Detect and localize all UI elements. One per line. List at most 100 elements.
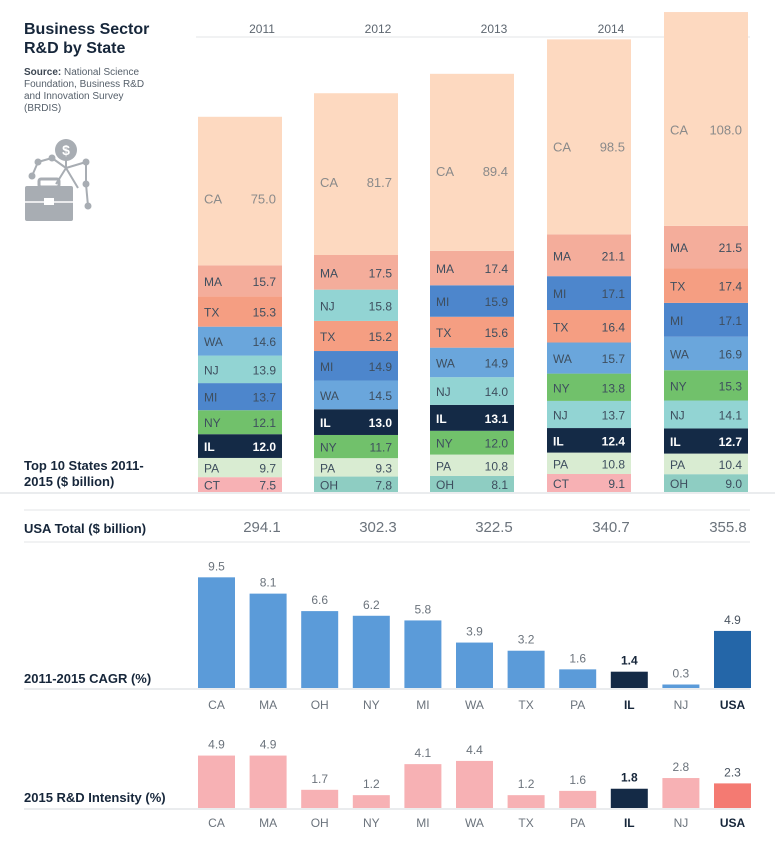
- segment-value-label-2012-IL: 13.0: [369, 416, 393, 430]
- cagr-bar-NJ: [662, 684, 700, 688]
- usa-total-2014: 340.7: [592, 519, 630, 536]
- stack-segment-2014-MA: [547, 234, 631, 277]
- stack-segment-2012-WA: [314, 380, 398, 410]
- stack-segment-2015-MA: [664, 225, 748, 269]
- cagr-value-IL: 1.4: [621, 654, 638, 668]
- segment-value-label-2011-CA: 75.0: [251, 191, 276, 206]
- cagr-category-OH: OH: [311, 698, 329, 712]
- segment-state-label-2012-OH: OH: [320, 478, 338, 492]
- cagr-bar-chart: 9.5 CA 8.1 MA 6.6 OH 6.2 NY 5.8 MI 3.9 WA 3.2 TX 1.6 PA…: [24, 559, 751, 712]
- segment-state-label-2012-PA: PA: [320, 461, 335, 475]
- briefcase-network-dollar-icon: $: [25, 139, 92, 221]
- intensity-value-PA: 1.6: [569, 773, 586, 787]
- stack-segment-2011-MI: [198, 383, 282, 411]
- segment-state-label-2015-MA: MA: [670, 241, 688, 255]
- segment-state-label-2015-OH: OH: [670, 477, 688, 491]
- segment-state-label-2014-NJ: NJ: [553, 408, 568, 422]
- segment-value-label-2014-CT: 9.1: [608, 477, 625, 491]
- intensity-bar-chart: 4.9 CA 4.9 MA 1.7 OH 1.2 NY 4.1 MI 4.4 WA 1.2 TX 1.6 PA…: [24, 738, 751, 830]
- title-line-2: R&D by State: [24, 40, 126, 57]
- intensity-bar-PA: [559, 790, 597, 808]
- usa-total-2011: 294.1: [243, 519, 281, 536]
- segment-state-label-2015-PA: PA: [670, 458, 685, 472]
- cagr-chart-title: 2011-2015 CAGR (%): [24, 671, 152, 686]
- segment-state-label-2013-NY: NY: [436, 437, 453, 451]
- segment-value-label-2014-NY: 13.8: [602, 381, 626, 395]
- segment-value-label-2014-MI: 17.1: [602, 287, 626, 301]
- segment-value-label-2012-WA: 14.5: [369, 389, 393, 403]
- segment-value-label-2012-CA: 81.7: [367, 175, 392, 190]
- cagr-bar-WA: [456, 642, 493, 688]
- segment-value-label-2014-MA: 21.1: [602, 249, 626, 263]
- stack-segment-2014-IL: [547, 428, 631, 453]
- cagr-value-CA: 9.5: [208, 559, 225, 573]
- segment-value-label-2012-MI: 14.9: [369, 360, 393, 374]
- segment-state-label-2011-NJ: NJ: [204, 363, 219, 377]
- segment-value-label-2013-MI: 15.9: [485, 295, 509, 309]
- intensity-category-NJ: NJ: [674, 816, 689, 830]
- segment-state-label-2012-TX: TX: [320, 330, 335, 344]
- segment-state-label-2013-WA: WA: [436, 356, 455, 370]
- stack-segment-2015-TX: [664, 268, 748, 303]
- source-note: Source: National Science Foundation, Bus…: [24, 67, 154, 115]
- segment-value-label-2014-TX: 16.4: [602, 320, 626, 334]
- stack-segment-2015-OH: [664, 474, 748, 492]
- stack-segment-2011-IL: [198, 434, 282, 458]
- intensity-value-WA: 4.4: [466, 743, 483, 757]
- intensity-category-TX: TX: [518, 816, 533, 830]
- cagr-value-NY: 6.2: [363, 598, 380, 612]
- stack-segment-2015-CA: [664, 12, 748, 226]
- intensity-category-IL: IL: [624, 816, 635, 830]
- segment-state-label-2012-CA: CA: [320, 175, 338, 190]
- stack-segment-2014-CA: [547, 39, 631, 235]
- cagr-category-MI: MI: [416, 698, 429, 712]
- intensity-bar-TX: [507, 795, 545, 808]
- stack-segment-2014-TX: [547, 310, 631, 343]
- cagr-bar-MI: [404, 620, 442, 688]
- cagr-category-WA: WA: [465, 698, 484, 712]
- segment-value-label-2013-OH: 8.1: [491, 478, 508, 492]
- cagr-value-TX: 3.2: [518, 633, 535, 647]
- usa-total-2013: 322.5: [475, 519, 513, 536]
- segment-value-label-2011-IL: 12.0: [253, 440, 277, 454]
- segment-state-label-2013-NJ: NJ: [436, 385, 451, 399]
- cagr-bar-PA: [559, 669, 597, 688]
- source-text: National Science Foundation, Business R&…: [24, 67, 145, 114]
- segment-value-label-2011-WA: 14.6: [253, 335, 277, 349]
- stack-segment-2013-PA: [430, 454, 514, 476]
- segment-state-label-2012-IL: IL: [320, 416, 331, 430]
- stack-segment-2013-IL: [430, 404, 514, 431]
- intensity-category-WA: WA: [465, 816, 484, 830]
- year-label-2013: 2013: [481, 22, 508, 36]
- segment-state-label-2011-NY: NY: [204, 416, 221, 430]
- segment-state-label-2015-NJ: NJ: [670, 408, 685, 422]
- intensity-chart-title: 2015 R&D Intensity (%): [24, 790, 166, 805]
- segment-state-label-2011-MA: MA: [204, 275, 222, 289]
- stack-segment-2011-CT: [198, 477, 282, 492]
- intensity-value-MA: 4.9: [260, 738, 277, 752]
- segment-value-label-2013-PA: 10.8: [485, 459, 509, 473]
- intensity-bar-MA: [249, 755, 287, 808]
- segment-value-label-2015-OH: 9.0: [725, 477, 742, 491]
- year-label-2014: 2014: [598, 22, 625, 36]
- stack-segment-2013-NY: [430, 430, 514, 455]
- stack-segment-2013-TX: [430, 316, 514, 348]
- usa-total-2015: 355.8: [709, 519, 747, 536]
- stack-segment-2015-NY: [664, 370, 748, 401]
- year-label-2011: 2011: [249, 22, 275, 36]
- usa-total-2012: 302.3: [359, 519, 397, 536]
- cagr-bar-NY: [352, 615, 390, 688]
- source-label: Source:: [24, 67, 62, 78]
- stack-segment-2015-MI: [664, 302, 748, 337]
- stack-segment-2013-MI: [430, 285, 514, 317]
- cagr-category-PA: PA: [570, 698, 585, 712]
- stack-segment-2013-MA: [430, 250, 514, 286]
- stack-segment-2012-TX: [314, 320, 398, 352]
- intensity-value-IL: 1.8: [621, 771, 638, 785]
- cagr-value-PA: 1.6: [569, 651, 586, 665]
- segment-state-label-2013-TX: TX: [436, 326, 451, 340]
- segment-state-label-2013-OH: OH: [436, 478, 454, 492]
- stack-segment-2014-PA: [547, 452, 631, 474]
- segment-value-label-2013-NY: 12.0: [485, 437, 509, 451]
